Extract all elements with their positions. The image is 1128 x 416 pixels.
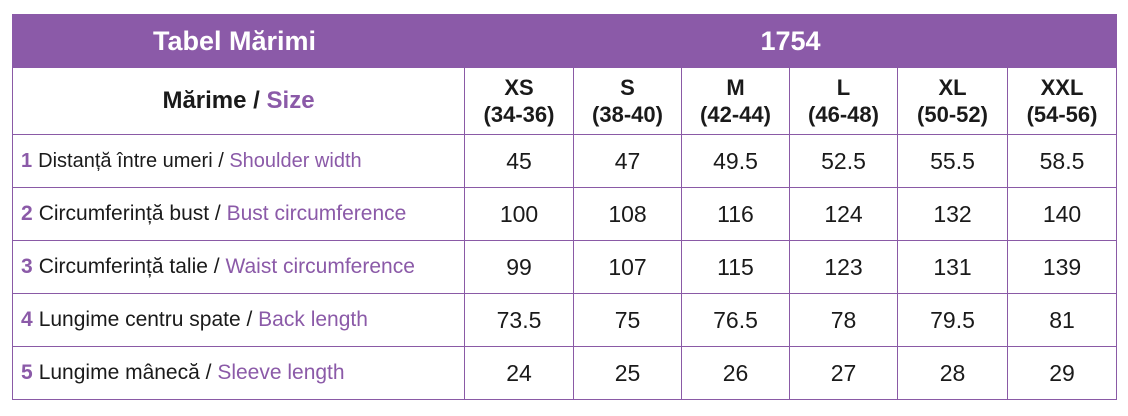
measure-label: 4 Lungime centru spate / Back length <box>12 293 465 347</box>
value-cell: 81 <box>1006 293 1118 347</box>
table-title: Tabel Mărimi <box>12 14 465 68</box>
table-row: 4 Lungime centru spate / Back length 73.5… <box>12 293 1118 347</box>
measure-number: 2 <box>21 202 33 225</box>
size-label-ro: Mărime <box>162 87 247 114</box>
value-cell: 79.5 <box>897 293 1008 347</box>
measure-label: 1 Distanță între umeri / Shoulder width <box>12 134 465 188</box>
measure-en: Sleeve length <box>217 361 345 384</box>
measure-separator: / <box>240 308 259 331</box>
measure-en: Bust circumference <box>226 202 407 225</box>
size-col-xs: XS (34-36) <box>464 67 574 135</box>
measure-en: Waist circumference <box>225 255 415 278</box>
size-header-label: Mărime / Size <box>12 67 465 135</box>
measure-separator: / <box>212 149 230 172</box>
size-col-l: L (46-48) <box>789 67 898 135</box>
size-col-xl: XL (50-52) <box>897 67 1008 135</box>
value-cell: 115 <box>681 240 790 294</box>
value-cell: 123 <box>789 240 898 294</box>
value-cell: 52.5 <box>789 134 898 188</box>
size-name: XL <box>938 75 967 100</box>
size-col-xxl: XXL (54-56) <box>1006 67 1118 135</box>
value-cell: 28 <box>897 346 1008 400</box>
value-cell: 49.5 <box>681 134 790 188</box>
measure-separator: / <box>209 202 227 225</box>
value-cell: 76.5 <box>681 293 790 347</box>
value-cell: 131 <box>897 240 1008 294</box>
measure-ro: Lungime centru spate <box>38 308 241 331</box>
size-name: XS <box>504 75 534 100</box>
value-cell: 99 <box>464 240 574 294</box>
value-cell: 140 <box>1006 187 1118 241</box>
measure-number: 5 <box>21 361 33 384</box>
value-cell: 132 <box>897 187 1008 241</box>
size-chart: Tabel Mărimi 1754 Mărime / Size XS (34-36… <box>12 14 1118 400</box>
title-bar: Tabel Mărimi 1754 <box>12 14 1118 68</box>
value-cell: 27 <box>789 346 898 400</box>
size-table: Tabel Mărimi 1754 Mărime / Size XS (34-36… <box>12 14 1118 400</box>
measure-ro: Lungime mânecă <box>38 361 200 384</box>
measure-separator: / <box>199 361 218 384</box>
measure-ro: Circumferință talie <box>38 255 208 278</box>
measure-ro: Distanță între umeri <box>38 149 213 172</box>
measure-number: 3 <box>21 255 33 278</box>
size-name: L <box>836 75 851 100</box>
value-cell: 25 <box>573 346 682 400</box>
value-cell: 107 <box>573 240 682 294</box>
size-range: (38-40) <box>592 102 663 127</box>
value-cell: 100 <box>464 187 574 241</box>
size-range: (50-52) <box>917 102 988 127</box>
value-cell: 139 <box>1006 240 1118 294</box>
value-cell: 45 <box>464 134 574 188</box>
size-range: (34-36) <box>483 102 555 127</box>
value-cell: 29 <box>1006 346 1118 400</box>
value-cell: 55.5 <box>897 134 1008 188</box>
size-label-en: Size <box>266 87 315 114</box>
value-cell: 124 <box>789 187 898 241</box>
table-row: 3 Circumferință talie / Waist circumferen… <box>12 240 1118 294</box>
measure-label: 3 Circumferință talie / Waist circumferen… <box>12 240 465 294</box>
header-row: Mărime / Size XS (34-36) S (38-40) M (42-44… <box>12 67 1118 135</box>
size-label-separator: / <box>246 87 267 114</box>
table-row: 1 Distanță între umeri / Shoulder width 4… <box>12 134 1118 188</box>
size-range: (46-48) <box>808 102 879 127</box>
value-cell: 47 <box>573 134 682 188</box>
size-col-m: M (42-44) <box>681 67 790 135</box>
table-row: 2 Circumferință bust / Bust circumference… <box>12 187 1118 241</box>
size-name: M <box>726 75 745 100</box>
measure-separator: / <box>207 255 226 278</box>
measure-number: 4 <box>21 308 33 331</box>
measure-en: Back length <box>258 308 368 331</box>
value-cell: 116 <box>681 187 790 241</box>
value-cell: 26 <box>681 346 790 400</box>
value-cell: 24 <box>464 346 574 400</box>
value-cell: 73.5 <box>464 293 574 347</box>
measure-number: 1 <box>21 149 33 172</box>
value-cell: 58.5 <box>1006 134 1118 188</box>
measure-label: 2 Circumferință bust / Bust circumference <box>12 187 465 241</box>
size-name: XXL <box>1040 75 1084 100</box>
size-name: S <box>620 75 635 100</box>
value-cell: 78 <box>789 293 898 347</box>
measure-ro: Circumferință bust <box>38 202 210 225</box>
table-row: 5 Lungime mânecă / Sleeve length 24 25 26… <box>12 346 1118 400</box>
size-range: (54-56) <box>1026 102 1098 127</box>
measure-en: Shoulder width <box>229 149 362 172</box>
model-code: 1754 <box>463 14 1118 68</box>
value-cell: 75 <box>573 293 682 347</box>
measure-label: 5 Lungime mânecă / Sleeve length <box>12 346 465 400</box>
size-col-s: S (38-40) <box>573 67 682 135</box>
value-cell: 108 <box>573 187 682 241</box>
size-range: (42-44) <box>700 102 771 127</box>
